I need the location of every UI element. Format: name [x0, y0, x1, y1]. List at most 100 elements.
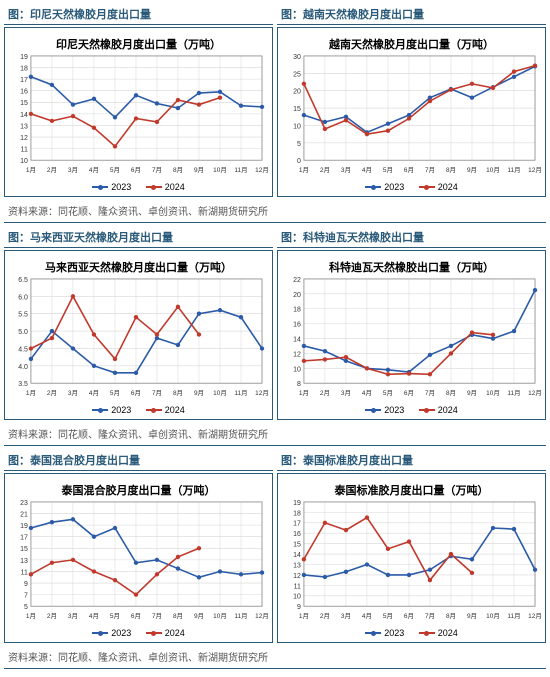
- svg-text:8月: 8月: [446, 612, 456, 620]
- row-header: 图：泰国混合胶月度出口量 图：泰国标准胶月度出口量: [4, 450, 546, 471]
- legend-2023: 2023: [365, 405, 404, 415]
- chart-plot: 0510152025301月2月3月4月5月6月7月8月9月10月11月12月: [282, 52, 541, 174]
- svg-text:2月: 2月: [47, 389, 57, 397]
- chart-title: 泰国混合胶月度出口量（万吨）: [5, 482, 272, 498]
- svg-text:20: 20: [293, 292, 301, 299]
- legend-label: 2024: [438, 405, 458, 415]
- svg-text:6月: 6月: [404, 389, 414, 397]
- svg-text:15: 15: [293, 542, 301, 549]
- chart-plot: 579111315171921231月2月3月4月5月6月7月8月9月10月11…: [9, 498, 268, 620]
- row-header: 图：印尼天然橡胶月度出口量 图：越南天然橡胶月度出口量: [4, 4, 546, 25]
- legend-2024: 2024: [146, 628, 185, 638]
- chart-row: 马来西亚天然橡胶月度出口量（万吨） 3.54.04.55.05.56.06.51…: [4, 250, 546, 420]
- svg-text:3月: 3月: [341, 166, 351, 174]
- svg-text:5月: 5月: [383, 612, 393, 620]
- svg-text:5: 5: [24, 604, 28, 611]
- svg-text:1月: 1月: [26, 612, 36, 620]
- svg-text:6月: 6月: [131, 166, 141, 174]
- svg-text:8月: 8月: [446, 389, 456, 397]
- svg-text:14: 14: [293, 337, 301, 344]
- legend-label: 2023: [111, 405, 131, 415]
- chart-grid: 图：印尼天然橡胶月度出口量 图：越南天然橡胶月度出口量 印尼天然橡胶月度出口量（…: [4, 4, 546, 669]
- svg-text:1月: 1月: [26, 389, 36, 397]
- svg-text:1月: 1月: [299, 389, 309, 397]
- svg-text:11月: 11月: [507, 166, 520, 174]
- svg-text:4月: 4月: [362, 389, 372, 397]
- svg-text:18: 18: [20, 66, 28, 73]
- svg-text:10月: 10月: [486, 166, 500, 174]
- svg-text:4月: 4月: [89, 612, 99, 620]
- chart-header: 图：泰国混合胶月度出口量: [4, 450, 273, 471]
- svg-text:5: 5: [297, 141, 301, 148]
- svg-text:14: 14: [293, 552, 301, 559]
- svg-text:11月: 11月: [507, 612, 520, 620]
- svg-text:10月: 10月: [213, 389, 227, 397]
- legend-label: 2024: [165, 405, 185, 415]
- svg-text:5月: 5月: [383, 389, 393, 397]
- svg-text:4.5: 4.5: [18, 346, 28, 353]
- svg-text:22: 22: [293, 277, 301, 284]
- svg-text:17: 17: [20, 535, 28, 542]
- svg-text:6月: 6月: [131, 612, 141, 620]
- legend-label: 2023: [111, 628, 131, 638]
- svg-text:12月: 12月: [528, 389, 541, 397]
- chart-panel: 泰国混合胶月度出口量（万吨） 579111315171921231月2月3月4月…: [4, 473, 273, 643]
- chart-plot: 9101112131415161718191月2月3月4月5月6月7月8月9月1…: [282, 498, 541, 620]
- svg-text:13: 13: [20, 123, 28, 130]
- legend-2024: 2024: [419, 628, 458, 638]
- chart-legend: 2023 2024: [5, 626, 272, 638]
- svg-text:9月: 9月: [194, 166, 204, 174]
- svg-text:6月: 6月: [404, 166, 414, 174]
- svg-text:8: 8: [297, 381, 301, 388]
- legend-2023: 2023: [92, 405, 131, 415]
- svg-text:16: 16: [293, 531, 301, 538]
- svg-text:19: 19: [293, 500, 301, 507]
- chart-panel: 科特迪瓦天然橡胶出口量（万吨） 8101214161820221月2月3月4月5…: [277, 250, 546, 420]
- chart-header: 图：马来西亚天然橡胶月度出口量: [4, 227, 273, 248]
- svg-text:12月: 12月: [528, 166, 541, 174]
- svg-text:9月: 9月: [194, 389, 204, 397]
- svg-text:7月: 7月: [152, 612, 162, 620]
- legend-label: 2024: [438, 628, 458, 638]
- svg-text:13: 13: [20, 558, 28, 565]
- chart-title: 马来西亚天然橡胶月度出口量（万吨）: [5, 259, 272, 275]
- svg-text:15: 15: [20, 546, 28, 553]
- svg-text:10: 10: [20, 158, 28, 165]
- svg-text:5月: 5月: [110, 612, 120, 620]
- legend-2024: 2024: [419, 182, 458, 192]
- svg-text:11: 11: [21, 147, 28, 154]
- chart-title: 印尼天然橡胶月度出口量（万吨）: [5, 36, 272, 52]
- chart-panel: 越南天然橡胶月度出口量（万吨） 0510152025301月2月3月4月5月6月…: [277, 27, 546, 197]
- svg-text:17: 17: [293, 521, 301, 528]
- svg-text:5.5: 5.5: [18, 312, 28, 319]
- chart-row: 印尼天然橡胶月度出口量（万吨） 101112131415161718191月2月…: [4, 27, 546, 197]
- svg-text:2月: 2月: [320, 612, 330, 620]
- svg-text:8月: 8月: [173, 166, 183, 174]
- svg-text:7月: 7月: [425, 166, 435, 174]
- svg-text:13: 13: [293, 562, 301, 569]
- svg-text:2月: 2月: [320, 166, 330, 174]
- legend-label: 2023: [384, 628, 404, 638]
- svg-text:9: 9: [297, 604, 301, 611]
- legend-2024: 2024: [146, 182, 185, 192]
- svg-text:9: 9: [24, 581, 28, 588]
- svg-text:2月: 2月: [47, 612, 57, 620]
- svg-text:6月: 6月: [404, 612, 414, 620]
- chart-legend: 2023 2024: [278, 403, 545, 415]
- chart-header: 图：科特迪瓦天然橡胶出口量: [277, 227, 546, 248]
- svg-text:6.5: 6.5: [18, 277, 28, 284]
- svg-text:12: 12: [293, 351, 301, 358]
- legend-label: 2024: [165, 182, 185, 192]
- svg-text:16: 16: [293, 322, 301, 329]
- chart-plot: 3.54.04.55.05.56.06.51月2月3月4月5月6月7月8月9月1…: [9, 275, 268, 397]
- svg-text:3月: 3月: [341, 612, 351, 620]
- svg-text:10: 10: [293, 123, 301, 130]
- chart-legend: 2023 2024: [278, 180, 545, 192]
- svg-text:3.5: 3.5: [18, 381, 28, 388]
- svg-text:12: 12: [293, 573, 301, 580]
- svg-text:10月: 10月: [486, 389, 500, 397]
- svg-text:18: 18: [293, 307, 301, 314]
- svg-text:2月: 2月: [320, 389, 330, 397]
- svg-text:4月: 4月: [362, 166, 372, 174]
- svg-text:10月: 10月: [486, 612, 500, 620]
